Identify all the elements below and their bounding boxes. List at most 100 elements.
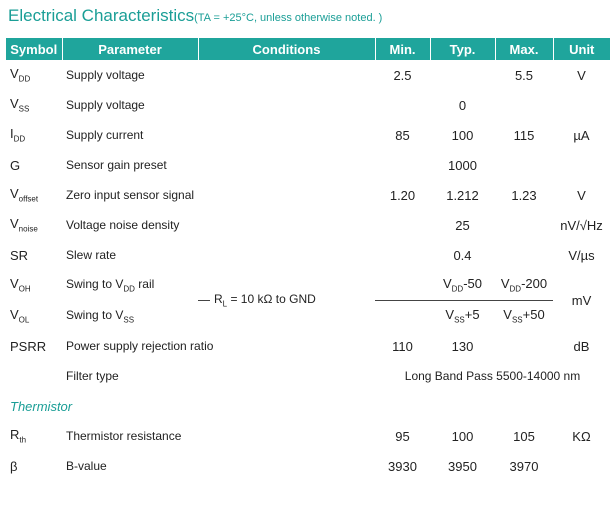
min-cell [375,240,430,270]
subscript: L [222,299,228,309]
text: Swing to V [66,307,124,322]
header-row: Symbol Parameter Conditions Min. Typ. Max. Uni… [6,38,610,60]
min-cell [375,301,430,332]
unit-cell: nV/√Hz [560,217,603,233]
subscript: DD [451,284,464,294]
unit-cell [553,90,610,120]
typ-cell: 100 [451,428,474,444]
symbol-cell: Voffset [6,180,62,210]
table-row: VSS Supply voltage 0 [6,90,610,120]
table-row: VOH Swing to VDD rail RL = 10 kΩ to GND VDD… [6,270,610,309]
unit-cell [553,451,610,481]
min-cell: 1.20 [389,187,416,203]
text: V [10,96,19,112]
symbol-cell: Rth [6,421,62,451]
table-row: G Sensor gain preset 1000 [6,150,610,180]
header-cell: Max. [494,38,553,60]
subscript: DD [509,284,522,294]
typ-cell: 1.212 [446,187,479,203]
max-cell: VDD-200 [495,270,553,301]
subscript: DD [13,134,26,144]
unit-cell: KΩ [572,428,591,444]
typ-cell: 0.4 [453,247,472,263]
unit-cell: µA [573,127,590,143]
typ-cell: 100 [451,127,474,143]
spec-cell: Long Band Pass 5500-14000 nm [404,369,581,383]
symbol-cell [6,361,62,391]
parameter-cell: Slew rate [66,248,117,262]
max-cell: 5.5 [514,67,534,83]
typ-cell: 0 [458,97,467,113]
text: V [10,186,19,202]
table-row: IDD Supply current 85 100 115 µA [6,120,610,150]
max-cell: 115 [513,127,535,143]
table-row: Filter type Long Band Pass 5500-14000 nm [6,361,610,391]
table-row: β B-value 3930 3950 3970 [6,451,610,481]
text: V [10,306,19,322]
symbol-cell: β [10,458,18,474]
min-cell: 95 [395,428,410,444]
section-title: Thermistor [10,398,73,414]
unit-cell: V/µs [568,247,595,263]
min-cell: 110 [392,338,413,354]
parameter-cell: B-value [66,459,107,473]
title: Electrical Characteristics(TA = +25°C, u… [8,6,382,26]
condition-cell: RL = 10 kΩ to GND [198,270,375,331]
text: V [442,276,452,292]
unit-cell [553,150,610,180]
table-row: VOL Swing to VSS VSS+5 VSS+50 [6,301,610,332]
symbol-cell: VOH [6,270,62,301]
subscript: SS [123,314,135,324]
subscript: SS [454,315,465,325]
dash [198,299,210,301]
text: V [500,276,510,292]
parameter-cell: Zero input sensor signal [66,188,195,202]
max-cell: 3970 [509,458,539,474]
max-cell [495,331,553,361]
subscript: OH [18,285,31,295]
parameter-cell: Swing to VSS [62,301,198,332]
subscript: DD [18,74,31,84]
typ-cell: VDD-50 [430,270,495,301]
condition-cell [198,60,375,90]
symbol-cell: IDD [6,120,62,150]
max-cell: 1.23 [511,187,537,203]
text: R [214,292,223,307]
subscript: noise [18,224,38,234]
header-cell: Conditions [197,38,375,60]
header-cell: Min. [374,38,430,60]
text: V [503,307,512,323]
subscript: th [19,435,27,445]
title-text: Electrical Characteristics [8,6,195,25]
parameter-cell: Voltage noise density [66,218,180,232]
typ-cell: 130 [451,338,474,354]
table-row: Voffset Zero input sensor signal 1.20 1.212… [6,180,610,210]
subscript: OL [18,315,30,325]
max-cell [495,150,553,180]
parameter-cell: Sensor gain preset [66,158,167,172]
min-cell [375,150,430,180]
table-row: Vnoise Voltage noise density 25 nV/√Hz [6,210,610,240]
parameter-cell: Swing to VDD rail [62,270,198,301]
symbol-cell: Vnoise [6,210,62,240]
condition-cell [198,210,375,240]
min-cell: 2.5 [393,67,412,83]
min-cell [375,210,430,240]
max-cell [495,90,553,120]
condition-cell [198,90,375,120]
table-row: SR Slew rate 0.4 V/µs [6,240,610,270]
unit-cell: V [577,67,586,83]
condition-cell [198,361,375,391]
text: Swing to V [66,277,124,292]
min-cell: 3930 [388,458,417,474]
text: I [10,126,14,142]
typ-cell: 3950 [448,458,477,474]
max-cell [495,210,553,240]
spec-table: Symbol Parameter Conditions Min. Typ. Max. Uni… [6,38,610,481]
table-body: VDD Supply voltage 2.5 5.5 V VSS Supply voltag… [6,60,610,481]
table-row: Rth Thermistor resistance 95 100 105 KΩ [6,421,610,451]
text: V [10,276,19,292]
text: = 10 kΩ to GND [227,292,316,307]
max-cell [495,240,553,270]
